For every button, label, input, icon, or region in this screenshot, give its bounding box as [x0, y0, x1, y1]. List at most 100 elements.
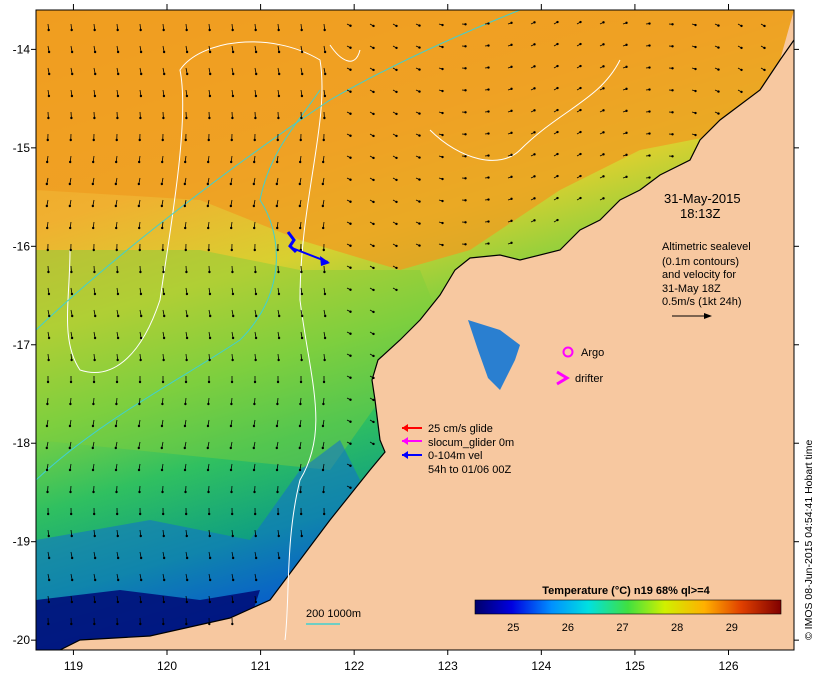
velocity-arrow-head [349, 332, 352, 335]
velocity-arrow-head [139, 336, 143, 340]
coastline [59, 39, 795, 651]
velocity-arrow-head [372, 288, 375, 292]
velocity-arrow-head [139, 72, 143, 76]
velocity-arrow-head [277, 336, 281, 340]
velocity-arrow-head [68, 160, 72, 164]
x-tick-label: 119 [64, 659, 83, 673]
y-tick-label: -15 [13, 141, 31, 155]
velocity-arrow-head [93, 116, 96, 120]
velocity-arrow-head [323, 94, 327, 98]
velocity-arrow-head [441, 45, 444, 49]
velocity-arrow-head [602, 21, 605, 24]
velocity-arrow-head [671, 133, 674, 136]
velocity-arrow-head [138, 248, 141, 252]
velocity-arrow-head [395, 178, 398, 182]
velocity-arrow-head [254, 358, 257, 362]
velocity-arrow-head [579, 86, 582, 90]
y-tick-label: -20 [13, 633, 31, 647]
velocity-arrow-head [300, 358, 303, 362]
velocity-arrow-head [231, 28, 234, 32]
velocity-arrow-head [161, 248, 164, 252]
velocity-arrow-head [253, 512, 257, 516]
velocity-arrow-head [162, 314, 166, 318]
velocity-arrow-head [253, 402, 256, 406]
velocity-arrow-head [254, 50, 258, 54]
drifter-label: drifter [575, 373, 603, 385]
velocity-arrow-head [418, 68, 421, 71]
velocity-arrow-head [395, 90, 398, 94]
bathymetry-contours [35, 9, 521, 481]
y-tick-label: -14 [13, 42, 31, 56]
velocity-arrow-head [47, 622, 50, 626]
velocity-arrow-head [139, 270, 142, 274]
velocity-arrow-head [372, 354, 375, 358]
velocity-arrow-head [533, 131, 536, 134]
velocity-arrow-head [300, 94, 304, 98]
y-tick-label: -19 [13, 535, 31, 549]
land-mass [60, 10, 794, 650]
x-tick-label: 120 [157, 659, 177, 673]
velocity-arrow-head [161, 490, 164, 494]
velocity-arrow-head [47, 534, 50, 538]
velocity-arrow-head [464, 199, 467, 202]
velocity-arrow-head [254, 556, 258, 560]
velocity-arrow-head [602, 43, 605, 46]
velocity-arrow-head [137, 446, 141, 450]
velocity-arrow-head [45, 226, 49, 230]
velocity-arrow-head [116, 314, 120, 318]
velocity-arrow-head [185, 314, 189, 318]
velocity-arrow-head [418, 112, 421, 115]
velocity-arrow-head [183, 204, 187, 208]
velocity-arrow-head [487, 154, 490, 157]
velocity-arrow-head [162, 622, 165, 626]
velocity-arrow-head [114, 446, 118, 450]
velocity-arrow-head [533, 219, 536, 222]
velocity-arrow-head [648, 66, 651, 69]
velocity-arrow-head [229, 446, 233, 450]
velocity-arrow-head [510, 219, 513, 223]
velocity-arrow-head [230, 380, 234, 384]
velocity-arrow-head [418, 222, 421, 225]
plot-frame [35, 9, 795, 651]
velocity-arrow-head [277, 358, 280, 362]
velocity-arrow-head [206, 182, 210, 186]
velocity-arrow-head [93, 578, 97, 582]
velocity-arrow-head [47, 292, 51, 296]
velocity-arrow-head [395, 24, 398, 28]
velocity-arrow-head [138, 402, 141, 406]
velocity-arrow-head [533, 87, 536, 90]
velocity-arrow-head [116, 94, 120, 98]
velocity-arrow-head [91, 204, 95, 208]
velocity-arrow-head [115, 402, 118, 406]
velocity-arrow-head [114, 182, 118, 186]
velocity-arrow-head [349, 46, 352, 49]
velocity-arrow-head [395, 222, 398, 226]
velocity-arrow-head [93, 622, 96, 626]
velocity-arrow-head [91, 226, 95, 230]
velocity-arrow-head [91, 446, 95, 450]
velocity-arrow-head [137, 226, 141, 230]
velocity-arrow-head [487, 22, 490, 25]
velocity-arrow-head [162, 28, 165, 32]
velocity-arrow-head [185, 50, 189, 54]
velocity-arrow-head [671, 155, 674, 158]
y-axis: -14 -15 -16 -17 -18 -19 -20 [13, 42, 799, 647]
velocity-arrow-head [349, 398, 352, 401]
velocity-arrow-head [91, 182, 95, 186]
velocity-arrow-head [185, 72, 189, 76]
velocity-arrow-head [349, 200, 352, 203]
velocity-arrow-head [185, 600, 189, 604]
inlet-water [468, 320, 520, 390]
velocity-arrow-head [441, 155, 444, 159]
velocity-arrow-head [160, 160, 164, 164]
velocity-arrow-head [602, 153, 605, 156]
velocity-arrow-head [70, 534, 73, 538]
velocity-arrow-head [322, 138, 325, 142]
velocity-arrow-head [185, 94, 189, 98]
credit-text: © IMOS 08-Jun-2015 04:54:41 Hobart time [803, 439, 815, 640]
velocity-arrow-head [275, 160, 279, 164]
velocity-arrow-head [300, 116, 303, 120]
velocity-arrow-head [93, 336, 97, 340]
velocity-arrow-head [254, 270, 257, 274]
velocity-arrow-head [602, 131, 605, 134]
